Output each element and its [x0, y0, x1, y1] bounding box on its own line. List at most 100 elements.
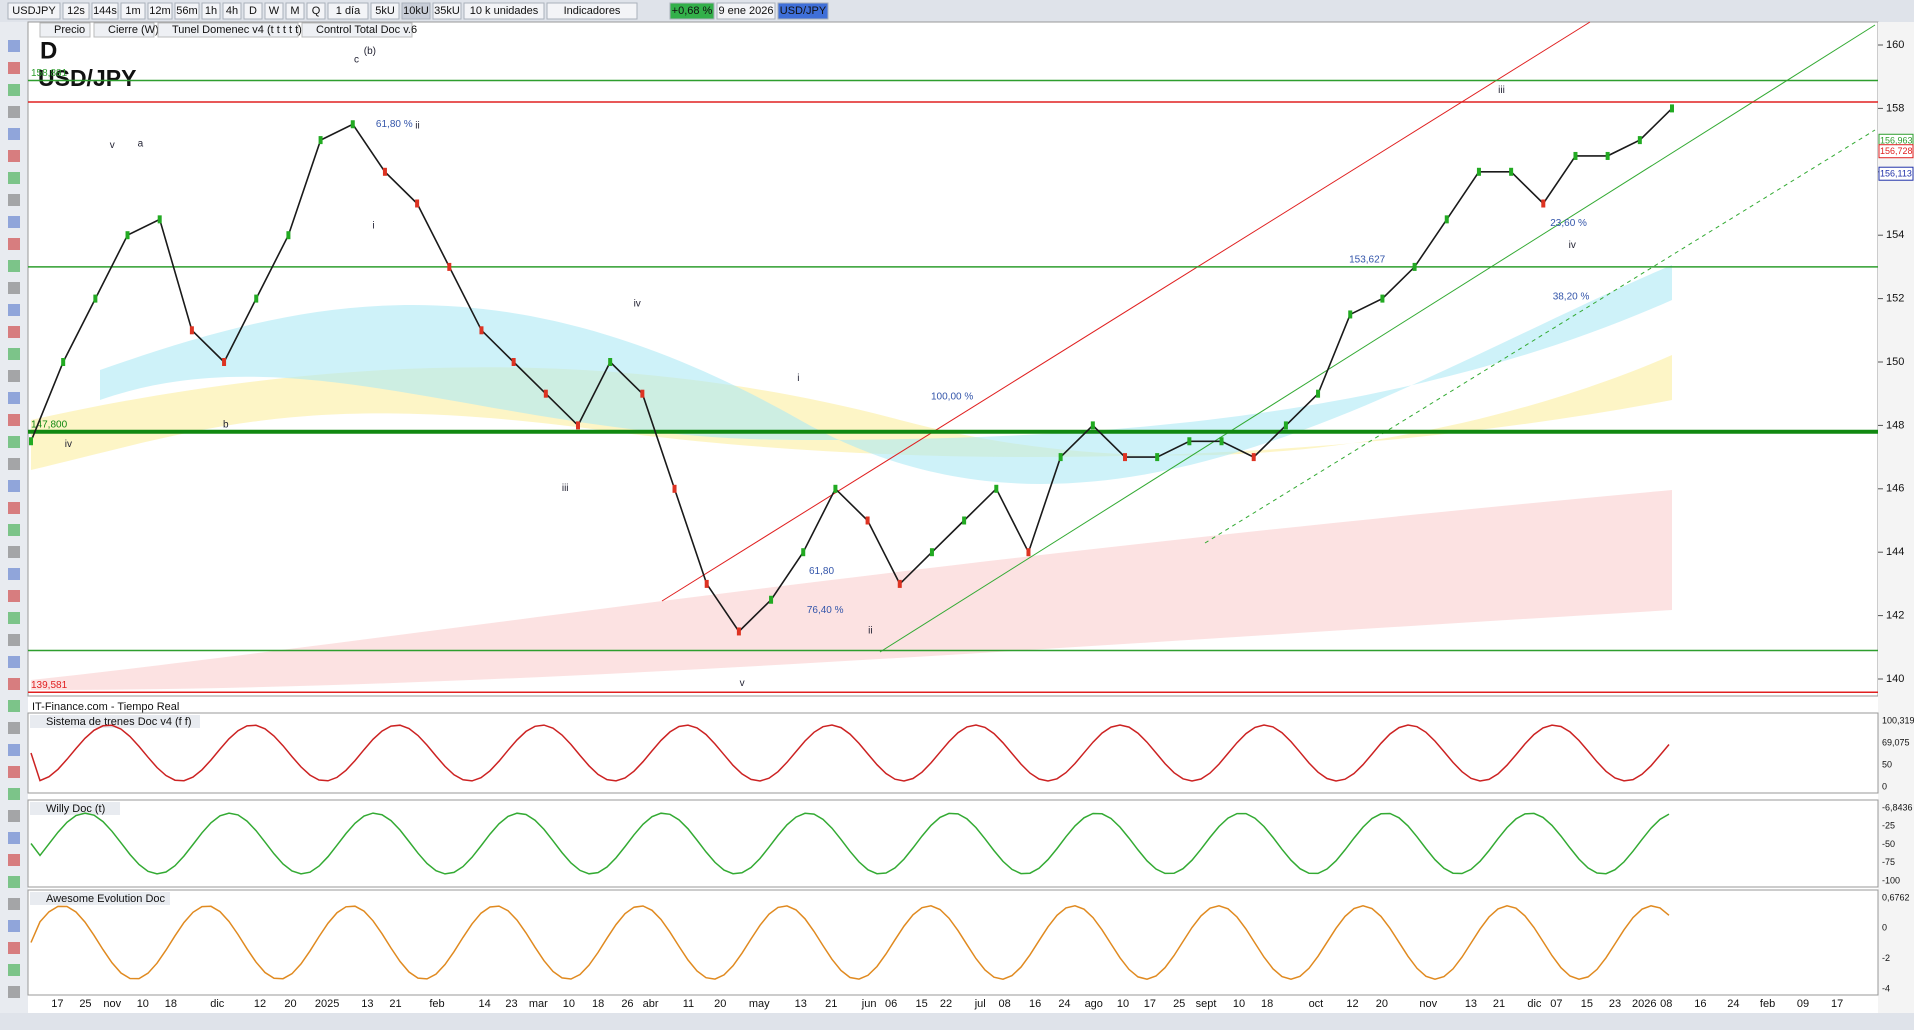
tool-icon[interactable] — [8, 414, 20, 426]
x-tick-label: 23 — [505, 998, 517, 1010]
annotation: 23,60 % — [1550, 218, 1587, 229]
candle — [382, 167, 387, 176]
toolbar-button[interactable] — [120, 2, 146, 20]
indicator-pane — [27, 799, 1879, 888]
toolbar-button[interactable] — [716, 2, 776, 20]
toolbar-button[interactable] — [264, 2, 284, 20]
tool-icon[interactable] — [8, 766, 20, 778]
toolbar-button[interactable] — [222, 2, 242, 20]
candle — [543, 389, 548, 398]
tool-icon[interactable] — [8, 700, 20, 712]
tool-icon[interactable] — [8, 238, 20, 250]
tool-icon[interactable] — [8, 524, 20, 536]
annotation: i — [797, 373, 799, 384]
candle — [929, 548, 934, 557]
toolbar-button[interactable] — [432, 2, 462, 20]
toolbar-button[interactable] — [147, 2, 173, 20]
tool-icon[interactable] — [8, 348, 20, 360]
tool-icon[interactable] — [8, 744, 20, 756]
legend-item[interactable] — [301, 22, 413, 38]
x-tick-label: 10 — [1117, 998, 1129, 1010]
tool-icon[interactable] — [8, 260, 20, 272]
toolbar-label: +0,68 % — [672, 5, 713, 17]
y-tick-label: 152 — [1886, 293, 1904, 305]
price-tag-label: 156,113 — [1880, 169, 1912, 179]
tool-icon[interactable] — [8, 84, 20, 96]
toolbar-label: 12s — [67, 5, 85, 17]
tool-icon[interactable] — [8, 612, 20, 624]
toolbar-button[interactable] — [243, 2, 263, 20]
tool-icon[interactable] — [8, 326, 20, 338]
x-tick-label: 07 — [1550, 998, 1562, 1010]
cloud-band — [100, 265, 1672, 484]
tool-icon[interactable] — [8, 832, 20, 844]
tool-icon[interactable] — [8, 304, 20, 316]
tool-icon[interactable] — [8, 458, 20, 470]
legend-label: Precio — [54, 24, 85, 36]
tool-icon[interactable] — [8, 106, 20, 118]
tool-icon[interactable] — [8, 634, 20, 646]
tool-icon[interactable] — [8, 678, 20, 690]
toolbar-label: Q — [312, 5, 321, 17]
tool-icon[interactable] — [8, 920, 20, 932]
candle — [1670, 104, 1674, 113]
x-tick-label: feb — [429, 998, 444, 1010]
toolbar-label: 5kU — [375, 5, 395, 17]
tool-icon[interactable] — [8, 656, 20, 668]
legend-item[interactable] — [93, 22, 155, 38]
toolbar-label: USDJPY — [12, 5, 56, 17]
toolbar-button[interactable] — [401, 2, 431, 20]
candle — [1509, 167, 1514, 176]
tool-icon[interactable] — [8, 568, 20, 580]
toolbar-button[interactable] — [777, 2, 829, 20]
candle — [704, 579, 709, 588]
tool-icon[interactable] — [8, 128, 20, 140]
indicator-line — [30, 812, 1670, 875]
tool-icon[interactable] — [8, 370, 20, 382]
x-tick-label: 06 — [885, 998, 897, 1010]
tool-icon[interactable] — [8, 216, 20, 228]
toolbar-button[interactable] — [91, 2, 119, 20]
toolbar-button[interactable] — [546, 2, 638, 20]
tool-icon[interactable] — [8, 480, 20, 492]
tool-icon[interactable] — [8, 788, 20, 800]
trend-line — [661, 21, 1591, 602]
tool-icon[interactable] — [8, 40, 20, 52]
legend-item[interactable] — [39, 22, 91, 38]
tool-icon[interactable] — [8, 502, 20, 514]
tool-icon[interactable] — [8, 942, 20, 954]
toolbar-button[interactable] — [370, 2, 400, 20]
candle — [994, 484, 999, 493]
tool-icon[interactable] — [8, 282, 20, 294]
toolbar-button[interactable] — [669, 2, 715, 20]
tool-icon[interactable] — [8, 876, 20, 888]
legend-item[interactable] — [157, 22, 299, 38]
toolbar-button[interactable] — [174, 2, 200, 20]
tool-icon[interactable] — [8, 964, 20, 976]
toolbar-label: USD/JPY — [780, 5, 827, 17]
toolbar-button[interactable] — [327, 2, 369, 20]
tool-icon[interactable] — [8, 546, 20, 558]
tool-icon[interactable] — [8, 392, 20, 404]
candle — [1090, 421, 1095, 430]
tool-icon[interactable] — [8, 62, 20, 74]
tool-icon[interactable] — [8, 590, 20, 602]
tool-icon[interactable] — [8, 722, 20, 734]
toolbar-button[interactable] — [285, 2, 305, 20]
x-tick-label: 21 — [389, 998, 401, 1010]
tool-icon[interactable] — [8, 854, 20, 866]
tool-icon[interactable] — [8, 436, 20, 448]
tool-icon[interactable] — [8, 810, 20, 822]
toolbar-button[interactable] — [463, 2, 545, 20]
tool-icon[interactable] — [8, 172, 20, 184]
tool-icon[interactable] — [8, 150, 20, 162]
tool-icon[interactable] — [8, 986, 20, 998]
toolbar-button[interactable] — [62, 2, 90, 20]
annotation: a — [138, 139, 144, 150]
x-tick-label: 12 — [254, 998, 266, 1010]
toolbar-button[interactable] — [201, 2, 221, 20]
toolbar-button[interactable] — [306, 2, 326, 20]
tool-icon[interactable] — [8, 898, 20, 910]
tool-icon[interactable] — [8, 194, 20, 206]
toolbar-button[interactable] — [7, 2, 61, 20]
